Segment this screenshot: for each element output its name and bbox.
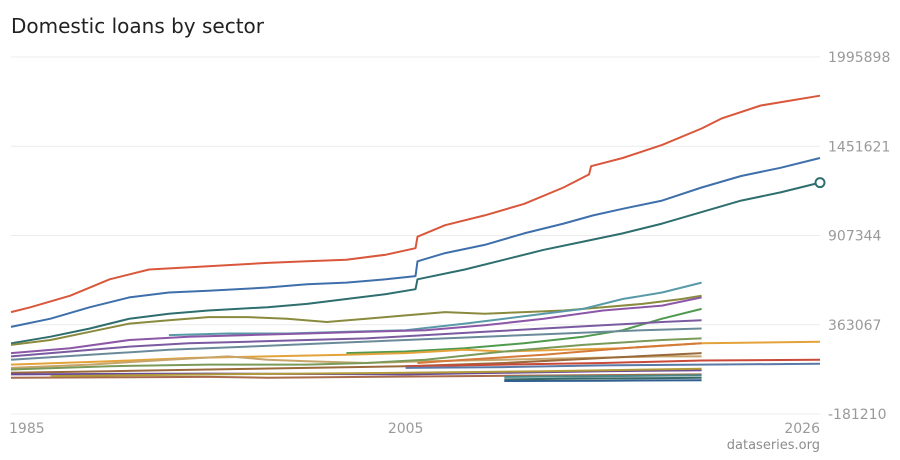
series-line-8[interactable] xyxy=(10,327,702,361)
y-tick-label: 907344 xyxy=(828,229,882,245)
series-line-5[interactable] xyxy=(10,296,702,355)
y-tick-label: -181210 xyxy=(828,407,887,423)
series-line-7[interactable] xyxy=(10,319,702,358)
series-line-16[interactable] xyxy=(10,369,702,376)
end-point-marker[interactable] xyxy=(814,177,826,189)
series-line-0[interactable] xyxy=(10,94,821,314)
series-line-1[interactable] xyxy=(10,157,821,328)
series-line-18[interactable] xyxy=(504,376,702,381)
series-line-13[interactable] xyxy=(10,352,702,374)
series-line-21[interactable] xyxy=(50,367,702,378)
series-line-20[interactable] xyxy=(504,374,702,378)
series-line-6[interactable] xyxy=(346,307,702,355)
series-lines xyxy=(10,94,821,382)
series-line-12[interactable] xyxy=(417,342,702,364)
series-line-2[interactable] xyxy=(10,181,821,345)
series-line-11[interactable] xyxy=(10,337,702,371)
end-marker xyxy=(814,177,826,189)
y-axis-ticks: 1995898 1451621 907344 363067 -181210 xyxy=(828,50,890,423)
chart-title: Domestic loans by sector xyxy=(11,14,265,38)
y-tick-label: 1451621 xyxy=(828,139,890,155)
x-tick-label: 2026 xyxy=(784,421,820,437)
series-line-3[interactable] xyxy=(10,294,702,346)
series-line-14[interactable] xyxy=(405,358,821,368)
x-tick-label: 2005 xyxy=(388,421,424,437)
x-axis-ticks: 1985 2005 2026 xyxy=(9,421,820,437)
y-tick-label: 1995898 xyxy=(828,50,890,66)
series-line-19[interactable] xyxy=(504,379,702,382)
series-line-15[interactable] xyxy=(405,362,821,369)
grid-lines xyxy=(11,56,820,415)
y-tick-label: 363067 xyxy=(828,318,881,334)
source-watermark: dataseries.org xyxy=(726,438,820,453)
x-tick-label: 1985 xyxy=(9,421,45,437)
